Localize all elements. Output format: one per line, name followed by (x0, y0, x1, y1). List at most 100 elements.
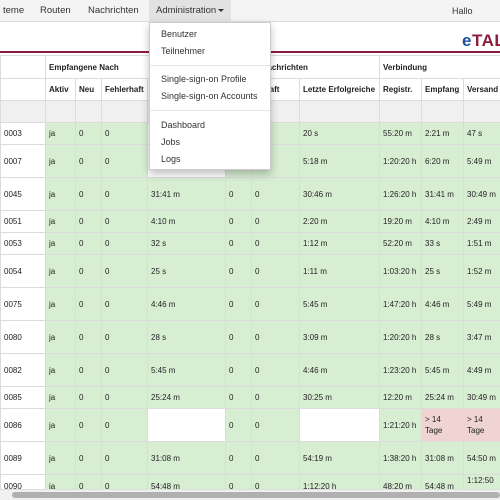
table-cell-fehl: 0 (101, 320, 148, 354)
table-cell-aktiv: ja (45, 254, 76, 288)
table-cell-ver: 30:49 m (463, 386, 500, 409)
menu-item-benutzer[interactable]: Benutzer (161, 29, 198, 39)
table-cell-id: 0085 (0, 386, 46, 409)
table-cell-ver: 5:49 m (463, 144, 500, 178)
table-cell-neu: 0 (75, 320, 102, 354)
table-cell-neu: 0 (75, 232, 102, 255)
table-cell-neu: 0 (75, 254, 102, 288)
table-row[interactable]: 0051 ja 0 0 4:10 m 0 0 2:20 m 19:20 m 4:10 m 2:49 … (0, 210, 500, 233)
table-cell-c6: 0 (251, 287, 300, 321)
table-cell-id: 0053 (0, 232, 46, 255)
table-cell-id: 0080 (0, 320, 46, 354)
table-cell-aktiv: ja (45, 441, 76, 475)
table-cell-aktiv: ja (45, 210, 76, 233)
table-cell-reg: 52:20 m (379, 232, 422, 255)
table-row[interactable]: 0053 ja 0 0 32 s 0 0 1:12 m 52:20 m 33 s 1:51 m (0, 232, 500, 255)
table-cell-aktiv: ja (45, 386, 76, 409)
filter-cell[interactable] (101, 100, 148, 123)
filter-cell[interactable] (463, 100, 500, 123)
table-cell-fehl: 0 (101, 210, 148, 233)
table-cell-c6: 0 (251, 254, 300, 288)
nav-administration[interactable]: Administration (149, 0, 232, 22)
table-row[interactable]: 0045 ja 0 0 31:41 m 0 0 30:46 m 1:26:20 h 31:41 m… (0, 177, 500, 211)
table-cell-id: 0054 (0, 254, 46, 288)
table-cell-ver: 54:50 m (463, 441, 500, 475)
table-cell-id: 0003 (0, 122, 46, 145)
table-cell-c6: 0 (251, 408, 300, 442)
table-cell-ver: 2:49 m (463, 210, 500, 233)
table-cell-c4 (147, 408, 226, 442)
horizontal-scrollbar[interactable] (0, 489, 500, 500)
table-cell-id: 0089 (0, 441, 46, 475)
menu-divider (150, 110, 270, 111)
table-cell-c5: 0 (225, 210, 252, 233)
table-cell-id: 0007 (0, 144, 46, 178)
col-aktiv[interactable]: Aktiv (45, 78, 76, 101)
table-cell-c5: 0 (225, 254, 252, 288)
table-cell-aktiv: ja (45, 177, 76, 211)
table-cell-fehl: 0 (101, 386, 148, 409)
table-cell-aktiv: ja (45, 144, 76, 178)
table-cell-reg: 19:20 m (379, 210, 422, 233)
filter-cell[interactable] (421, 100, 464, 123)
table-cell-reg: 1:03:20 h (379, 254, 422, 288)
col-empfang[interactable]: Empfang (421, 78, 464, 101)
table-cell-neu: 0 (75, 441, 102, 475)
top-navbar: teme Routen Nachrichten Administration H… (0, 0, 500, 38)
col-neu[interactable]: Neu (75, 78, 102, 101)
nav-nachrichten[interactable]: Nachrichten (88, 5, 139, 16)
menu-item-teilnehmer[interactable]: Teilnehmer (161, 46, 206, 56)
table-row[interactable]: 0082 ja 0 0 5:45 m 0 0 4:46 m 1:23:20 h 5:45 m 4:4… (0, 353, 500, 387)
col-id (0, 78, 46, 101)
table-cell-fehl: 0 (101, 144, 148, 178)
table-row[interactable]: 0085 ja 0 0 25:24 m 0 0 30:25 m 12:20 m 25:24 m 30… (0, 386, 500, 409)
table-cell-letzte: 5:45 m (299, 287, 380, 321)
table-cell-reg: 55:20 m (379, 122, 422, 145)
menu-item-dashboard[interactable]: Dashboard (161, 120, 206, 130)
table-cell-reg: 1:20:20 h (379, 320, 422, 354)
table-cell-id: 0082 (0, 353, 46, 387)
table-row[interactable]: 0054 ja 0 0 25 s 0 0 1:11 m 1:03:20 h 25 s 1:52 m (0, 254, 500, 288)
table-cell-neu: 0 (75, 177, 102, 211)
table-cell-emp: 25 s (421, 254, 464, 288)
table-row[interactable]: 0003 ja 0 0 20 s 55:20 m 2:21 m 47 s (0, 122, 500, 145)
table-cell-ver: 47 s (463, 122, 500, 145)
table-cell-aktiv: ja (45, 353, 76, 387)
filter-cell[interactable] (75, 100, 102, 123)
filter-cell[interactable] (0, 100, 46, 123)
col-fehlerhaft[interactable]: Fehlerhaft (101, 78, 148, 101)
table-cell-reg: 12:20 m (379, 386, 422, 409)
menu-item-sso-accounts[interactable]: Single-sign-on Accounts (161, 91, 258, 101)
scrollbar-thumb[interactable] (12, 492, 500, 498)
col-letzte-erfolgreiche[interactable]: Letzte Erfolgreiche (299, 78, 380, 101)
nav-routen[interactable]: Routen (40, 5, 71, 16)
table-cell-ver: 5:49 m (463, 287, 500, 321)
table-cell-c5: 0 (225, 386, 252, 409)
col-registr[interactable]: Registr. (379, 78, 422, 101)
table-cell-letzte: 3:09 m (299, 320, 380, 354)
menu-item-logs[interactable]: Logs (161, 154, 181, 164)
menu-item-sso-profile[interactable]: Single-sign-on Profile (161, 74, 247, 84)
filter-cell[interactable] (299, 100, 380, 123)
filter-cell[interactable] (379, 100, 422, 123)
menu-divider (150, 65, 270, 66)
table-row[interactable]: 0075 ja 0 0 4:46 m 0 0 5:45 m 1:47:20 h 4:46 m 5:4… (0, 287, 500, 321)
table-cell-c5: 0 (225, 287, 252, 321)
table-cell-neu: 0 (75, 122, 102, 145)
table-cell-emp: 25:24 m (421, 386, 464, 409)
table-cell-neu: 0 (75, 353, 102, 387)
etal-logo: eTAL (462, 31, 500, 50)
table-cell-reg: 1:38:20 h (379, 441, 422, 475)
table-row[interactable]: 0089 ja 0 0 31:08 m 0 0 54:19 m 1:38:20 h 31:08 m… (0, 441, 500, 475)
table-cell-aktiv: ja (45, 408, 76, 442)
col-versand[interactable]: Versand (463, 78, 500, 101)
filter-cell[interactable] (45, 100, 76, 123)
table-row[interactable]: 0086 ja 0 0 0 0 1:21:20 h > 14 Tage > 14 Tage (0, 408, 500, 442)
group-empty (0, 55, 46, 79)
menu-item-jobs[interactable]: Jobs (161, 137, 181, 147)
table-row[interactable]: 0080 ja 0 0 28 s 0 0 3:09 m 1:20:20 h 28 s 3:47 m (0, 320, 500, 354)
user-greeting[interactable]: Hallo Admin (452, 6, 478, 38)
administration-dropdown: Benutzer Teilnehmer Single-sign-on Profi… (149, 22, 271, 170)
table-cell-letzte: 1:12 m (299, 232, 380, 255)
nav-systeme[interactable]: teme (3, 5, 25, 16)
